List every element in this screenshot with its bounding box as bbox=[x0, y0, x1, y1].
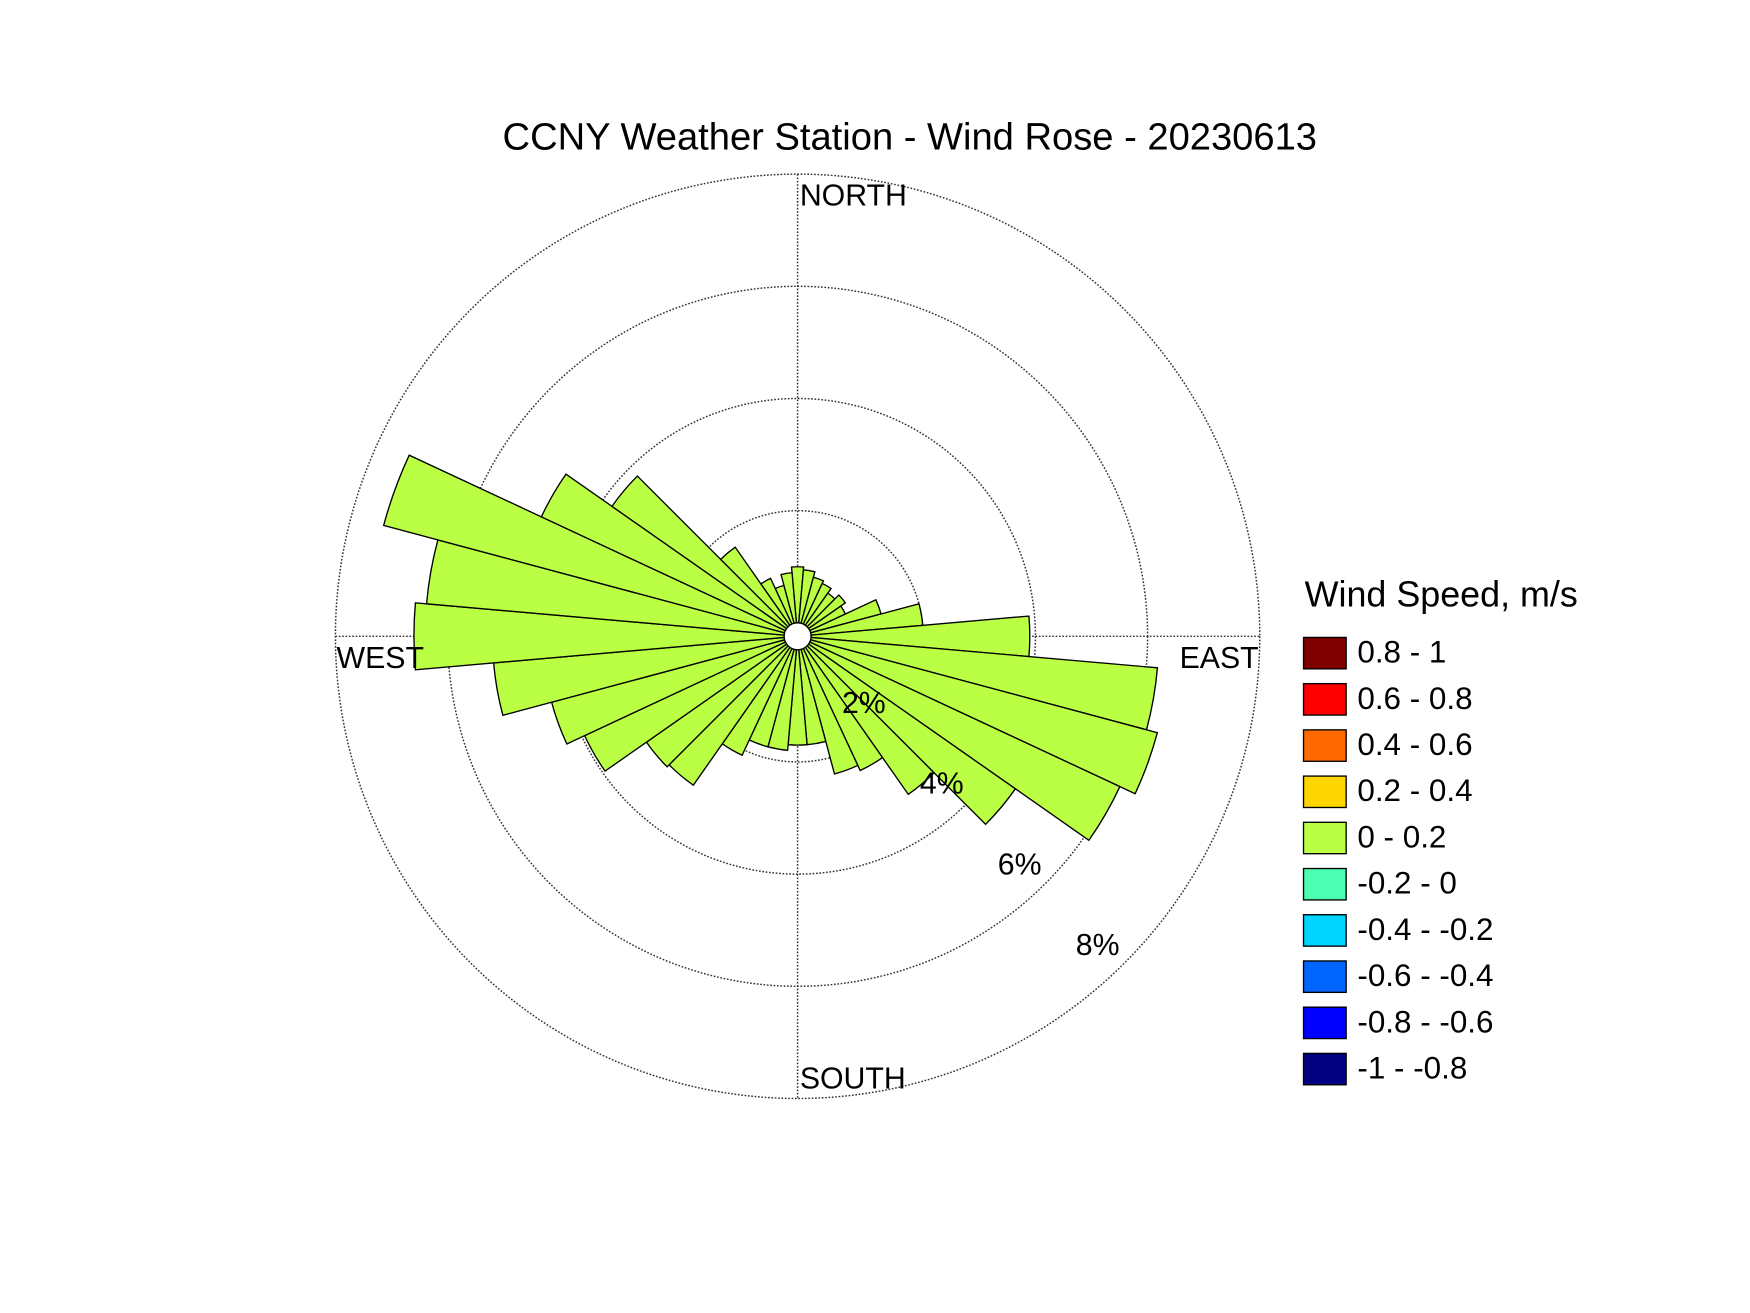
legend-swatch bbox=[1302, 1006, 1347, 1040]
ring-label: 6% bbox=[998, 848, 1042, 881]
legend-swatch bbox=[1302, 729, 1347, 762]
ring-label: 4% bbox=[920, 768, 964, 801]
ring-label: 8% bbox=[1076, 929, 1120, 962]
legend-swatch bbox=[1302, 682, 1347, 716]
legend-label: 0.2 - 0.4 bbox=[1357, 773, 1472, 808]
legend-swatch bbox=[1302, 960, 1347, 994]
legend-label: -0.4 - -0.2 bbox=[1357, 912, 1493, 947]
chart-title: CCNY Weather Station - Wind Rose - 20230… bbox=[503, 115, 1317, 158]
legend-label: 0.4 - 0.6 bbox=[1357, 727, 1472, 762]
legend-label: 0 - 0.2 bbox=[1357, 819, 1446, 854]
legend-swatch bbox=[1302, 867, 1347, 901]
legend-swatch bbox=[1302, 914, 1347, 947]
legend-title: Wind Speed, m/s bbox=[1305, 575, 1578, 615]
legend-label: -1 - -0.8 bbox=[1357, 1051, 1467, 1086]
compass-label: EAST bbox=[1180, 642, 1259, 675]
legend-swatch bbox=[1302, 821, 1347, 855]
legend-label: -0.8 - -0.6 bbox=[1357, 1004, 1493, 1039]
compass-label: NORTH bbox=[800, 180, 907, 213]
legend-swatch bbox=[1302, 775, 1347, 809]
center-hole bbox=[783, 622, 812, 651]
legend-label: 0.6 - 0.8 bbox=[1357, 681, 1472, 716]
legend-label: -0.2 - 0 bbox=[1357, 866, 1457, 901]
ring-label: 2% bbox=[842, 687, 886, 720]
compass-label: SOUTH bbox=[800, 1063, 906, 1096]
legend-label: 0.8 - 1 bbox=[1357, 635, 1446, 670]
legend-label: -0.6 - -0.4 bbox=[1357, 958, 1493, 993]
legend-swatch bbox=[1302, 636, 1347, 670]
legend-swatch bbox=[1302, 1052, 1347, 1086]
compass-label: WEST bbox=[337, 642, 424, 675]
grid-ring bbox=[559, 397, 1037, 875]
